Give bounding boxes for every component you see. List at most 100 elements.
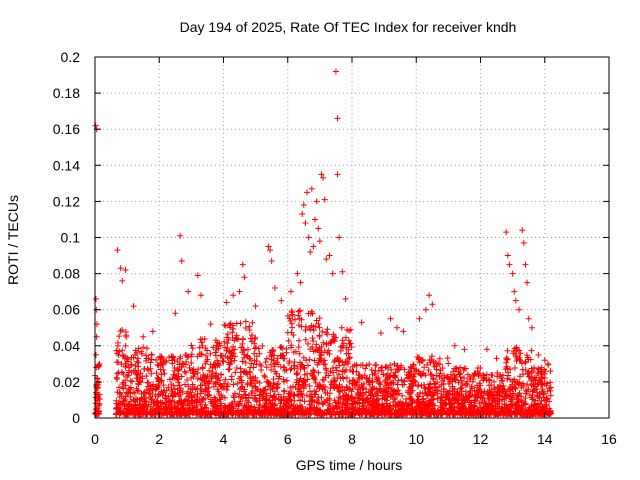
dense-point xyxy=(346,341,353,348)
dense-point xyxy=(184,376,191,383)
dense-point xyxy=(280,364,287,371)
dense-point xyxy=(407,410,414,417)
dense-point xyxy=(518,382,525,389)
dense-point xyxy=(197,351,204,358)
data-point xyxy=(316,238,323,245)
dense-point xyxy=(400,381,407,388)
dense-point xyxy=(449,383,456,390)
dense-point xyxy=(200,396,207,403)
data-point xyxy=(300,202,307,209)
dense-point xyxy=(221,383,228,390)
dense-point xyxy=(242,318,249,325)
dense-point xyxy=(318,394,325,401)
dense-point xyxy=(177,391,184,398)
dense-point xyxy=(547,379,554,386)
dense-point xyxy=(481,399,488,406)
dense-point xyxy=(230,350,237,357)
dense-point xyxy=(395,377,402,384)
x-tick-label: 6 xyxy=(284,431,292,447)
dense-point xyxy=(540,409,547,416)
dense-point xyxy=(127,393,134,400)
dense-point xyxy=(458,391,465,398)
dense-point xyxy=(199,364,206,371)
dense-point xyxy=(135,363,142,370)
dense-point xyxy=(436,355,443,362)
dense-point xyxy=(521,401,528,408)
dense-point xyxy=(163,408,170,415)
dense-point xyxy=(298,316,305,323)
data-point xyxy=(525,315,532,322)
dense-point xyxy=(204,356,211,363)
dense-point xyxy=(302,336,309,343)
dense-point xyxy=(430,392,437,399)
dense-point xyxy=(113,350,120,357)
dense-point xyxy=(248,332,255,339)
dense-point xyxy=(363,362,370,369)
dense-point xyxy=(488,382,495,389)
x-tick-label: 14 xyxy=(537,431,553,447)
dense-point xyxy=(434,390,441,397)
dense-point xyxy=(310,323,317,330)
dense-point xyxy=(516,356,523,363)
dense-point xyxy=(274,384,281,391)
dense-point xyxy=(312,376,319,383)
dense-point xyxy=(333,367,340,374)
dense-point xyxy=(538,381,545,388)
dense-point xyxy=(500,386,507,393)
dense-point xyxy=(500,411,507,418)
dense-point xyxy=(273,370,280,377)
data-point xyxy=(117,265,124,272)
dense-point xyxy=(395,367,402,374)
dense-point xyxy=(242,359,249,366)
dense-point xyxy=(394,362,401,369)
dense-point xyxy=(153,398,160,405)
dense-point xyxy=(464,371,471,378)
y-axis-label: ROTI / TECUs xyxy=(5,195,21,285)
dense-point xyxy=(224,334,231,341)
dense-point xyxy=(412,407,419,414)
x-axis-label: GPS time / hours xyxy=(296,457,403,473)
dense-point xyxy=(547,410,554,417)
dense-point xyxy=(252,334,259,341)
dense-point xyxy=(522,387,529,394)
dense-point xyxy=(504,347,511,354)
dense-point xyxy=(136,396,143,403)
dense-point xyxy=(214,362,221,369)
dense-point xyxy=(372,407,379,414)
dense-point xyxy=(283,349,290,356)
dense-point xyxy=(117,407,124,414)
dense-point xyxy=(358,406,365,413)
dense-point xyxy=(343,374,350,381)
dense-point xyxy=(175,393,182,400)
dense-point xyxy=(522,400,529,407)
dense-point xyxy=(113,347,120,354)
dense-point xyxy=(171,357,178,364)
dense-point xyxy=(125,372,132,379)
dense-point xyxy=(218,371,224,378)
dense-point xyxy=(245,399,252,406)
dense-point xyxy=(96,402,103,409)
dense-point xyxy=(435,360,442,367)
dense-point xyxy=(264,378,271,385)
dense-point xyxy=(150,381,157,388)
dense-point xyxy=(137,379,144,386)
dense-point xyxy=(127,362,134,369)
dense-point xyxy=(297,388,304,395)
dense-point xyxy=(202,360,209,367)
dense-point xyxy=(325,406,332,413)
dense-point xyxy=(215,343,222,350)
dense-point xyxy=(258,388,265,395)
dense-point xyxy=(155,381,162,388)
dense-point xyxy=(335,384,342,391)
dense-point xyxy=(225,405,232,412)
dense-point xyxy=(362,389,369,396)
dense-point xyxy=(483,371,490,378)
dense-point xyxy=(382,377,389,384)
dense-point xyxy=(276,404,283,411)
dense-point xyxy=(261,372,268,379)
dense-point xyxy=(327,340,334,347)
dense-point xyxy=(429,385,436,392)
dense-point xyxy=(262,359,269,366)
dense-point xyxy=(337,388,344,395)
dense-point xyxy=(258,367,265,374)
